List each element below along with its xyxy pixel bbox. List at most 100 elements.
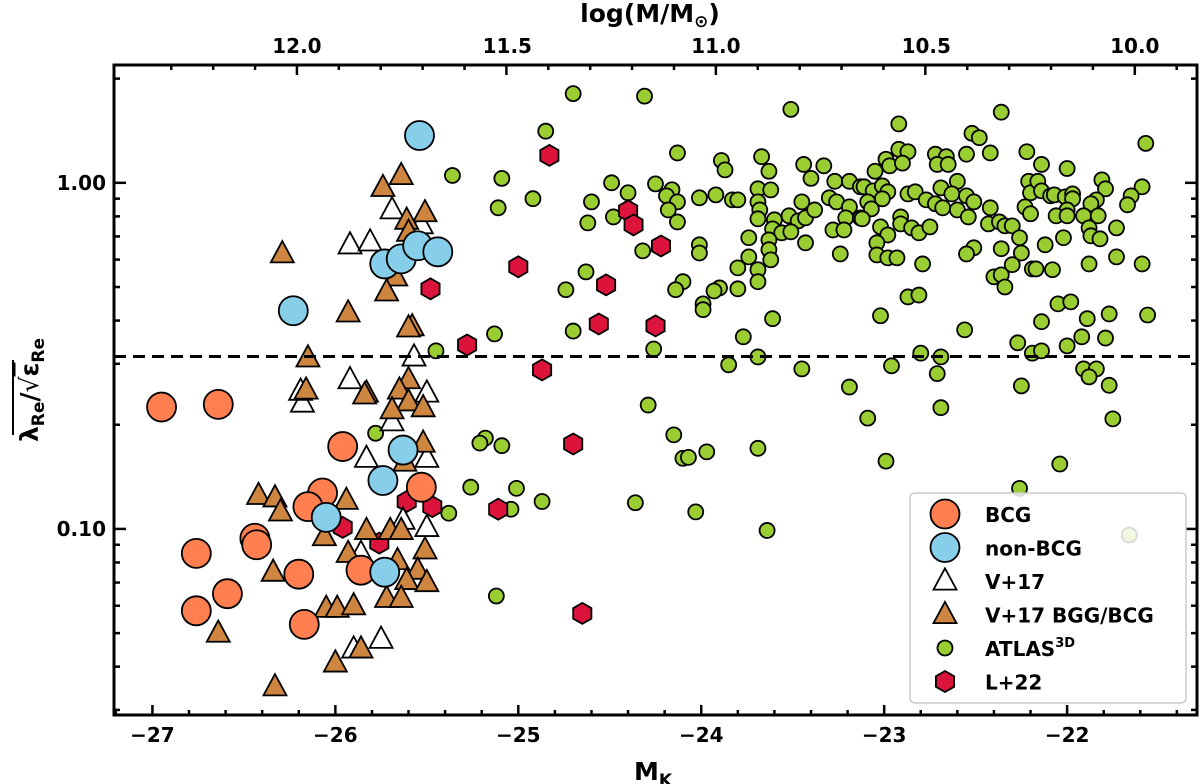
data-point — [665, 426, 683, 444]
data-point — [912, 344, 930, 362]
data-point — [327, 431, 359, 462]
data-point — [705, 282, 723, 300]
data-point — [588, 312, 609, 336]
legend-label: V+17 BGG/BCG — [985, 604, 1154, 628]
legend-marker — [929, 532, 961, 563]
data-point — [729, 280, 747, 298]
data-point — [212, 578, 243, 610]
data-point — [245, 480, 272, 505]
data-point — [958, 245, 975, 263]
data-point — [413, 443, 440, 468]
data-point — [1091, 230, 1109, 248]
series-non-bcg — [277, 120, 454, 588]
data-point — [853, 210, 871, 228]
data-point — [639, 396, 657, 414]
data-point — [734, 328, 752, 346]
data-point — [564, 322, 582, 340]
data-point — [357, 227, 384, 252]
x-axis-title-main: M — [634, 757, 659, 784]
data-point — [388, 583, 415, 608]
data-point — [645, 340, 663, 358]
data-point — [647, 175, 664, 193]
data-point — [680, 448, 697, 466]
data-point — [1080, 255, 1098, 273]
data-point — [760, 162, 778, 180]
data-point — [180, 595, 212, 627]
data-point — [336, 365, 364, 390]
data-point — [749, 439, 767, 457]
data-point — [539, 143, 560, 167]
data-point — [1018, 143, 1036, 161]
top-tick-label: 10.0 — [1110, 34, 1159, 58]
data-point — [493, 437, 511, 455]
data-point — [410, 393, 437, 418]
data-point — [367, 424, 385, 442]
top-tick-label: 11.0 — [691, 34, 740, 58]
data-point — [826, 172, 844, 190]
data-point — [564, 85, 582, 103]
data-point — [1033, 342, 1050, 360]
data-point — [959, 208, 977, 226]
data-point — [413, 512, 440, 537]
legend-box — [909, 492, 1187, 704]
data-point — [753, 148, 771, 166]
data-point — [267, 497, 294, 522]
data-point — [698, 443, 716, 461]
data-point — [1119, 196, 1136, 214]
data-point — [462, 478, 480, 496]
data-point — [283, 558, 315, 590]
data-point — [537, 122, 555, 140]
data-point — [1137, 134, 1155, 152]
data-point — [1082, 195, 1100, 213]
data-point — [1027, 260, 1045, 278]
data-point — [277, 295, 309, 327]
data-point — [413, 568, 440, 593]
legend-label-sup: 3D — [1055, 636, 1075, 651]
data-point — [749, 273, 767, 291]
data-point — [388, 160, 415, 186]
data-point — [1058, 160, 1076, 177]
legend-label: V+17 — [985, 570, 1045, 594]
data-point — [1012, 377, 1030, 395]
data-point — [782, 100, 800, 118]
data-point — [486, 325, 503, 343]
data-point — [1089, 207, 1107, 225]
data-point — [395, 313, 422, 338]
data-point — [1104, 410, 1122, 428]
x-tick-label: −23 — [862, 723, 907, 747]
data-point — [659, 201, 677, 219]
data-point — [636, 87, 653, 105]
data-point — [910, 286, 928, 304]
top-tick-label: 10.5 — [902, 34, 951, 58]
data-point — [493, 169, 511, 187]
data-point — [369, 556, 401, 588]
y-tick-label: 1.00 — [57, 171, 106, 195]
data-point — [508, 255, 529, 279]
x-tick-label: −26 — [313, 723, 358, 747]
legend-label-text: ATLAS — [985, 637, 1055, 661]
data-point — [795, 156, 813, 173]
top-axis-title: log(M/M⊙) — [580, 0, 720, 32]
data-point — [180, 537, 212, 569]
data-point — [533, 493, 551, 510]
data-point — [393, 565, 420, 590]
x-tick-label: −25 — [496, 723, 541, 747]
data-point — [379, 195, 406, 220]
data-point — [368, 624, 395, 649]
data-point — [1033, 313, 1050, 331]
data-point — [667, 281, 685, 299]
data-point — [241, 529, 273, 561]
data-point — [1133, 178, 1151, 196]
data-point — [841, 378, 858, 396]
legend-marker — [935, 669, 955, 694]
data-point — [965, 193, 983, 211]
data-point — [379, 395, 406, 420]
data-point — [1033, 156, 1050, 173]
data-point — [1012, 244, 1030, 262]
data-point — [793, 193, 811, 211]
sun-symbol: ⊙ — [694, 12, 708, 32]
legend-marker — [936, 639, 954, 657]
axes: −27 −26 −25 −24 −23 −22 12.0 11.5 11.0 10.5 10.0 1.… — [57, 34, 1197, 747]
data-point — [956, 321, 974, 339]
